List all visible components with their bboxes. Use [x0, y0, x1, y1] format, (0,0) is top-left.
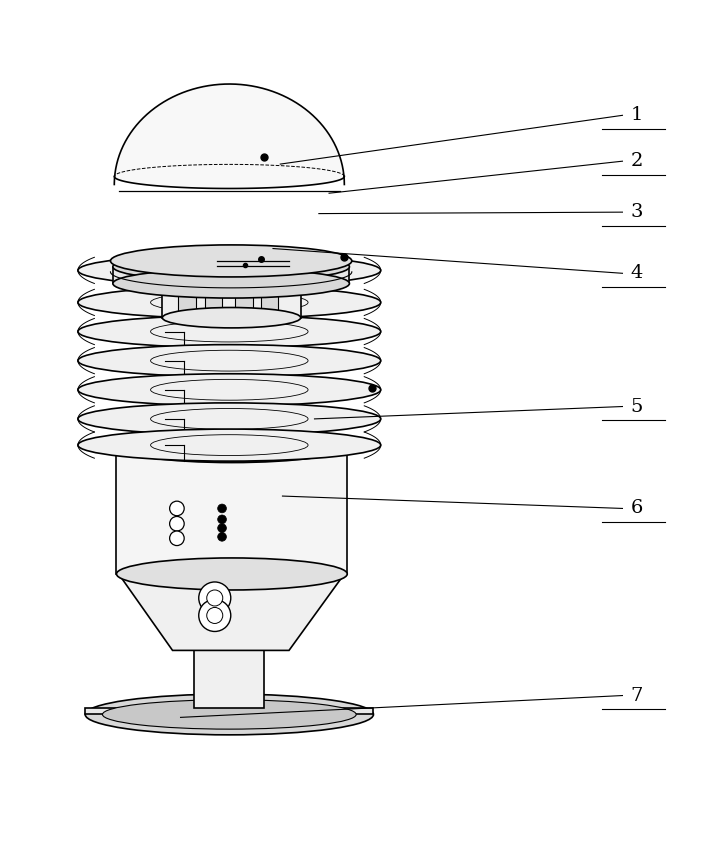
Circle shape [207, 590, 223, 606]
Ellipse shape [116, 558, 347, 590]
Circle shape [170, 517, 184, 531]
Ellipse shape [78, 345, 381, 377]
Ellipse shape [85, 694, 373, 735]
Bar [116, 447, 347, 574]
Ellipse shape [78, 374, 381, 406]
Bar [178, 270, 196, 318]
Polygon shape [114, 84, 344, 188]
Bar [162, 270, 301, 318]
Ellipse shape [78, 286, 381, 319]
Ellipse shape [78, 254, 381, 286]
Ellipse shape [111, 245, 352, 277]
Polygon shape [119, 574, 344, 651]
Text: 3: 3 [630, 203, 644, 221]
Circle shape [170, 531, 184, 545]
Circle shape [170, 501, 184, 516]
Circle shape [218, 515, 226, 524]
Circle shape [218, 524, 226, 532]
Bar [194, 651, 264, 708]
Circle shape [199, 600, 231, 632]
Text: 1: 1 [631, 106, 643, 124]
Circle shape [218, 504, 226, 513]
Text: 5: 5 [631, 397, 643, 416]
Ellipse shape [78, 429, 381, 461]
Bar [261, 270, 278, 318]
Ellipse shape [116, 430, 347, 462]
Ellipse shape [162, 308, 301, 328]
Ellipse shape [162, 260, 301, 281]
Bar [205, 270, 222, 318]
Polygon shape [85, 708, 373, 715]
Ellipse shape [78, 403, 381, 435]
Bar [113, 267, 349, 283]
Bar [194, 254, 267, 461]
Circle shape [199, 582, 231, 614]
Ellipse shape [113, 252, 349, 282]
Ellipse shape [113, 269, 349, 298]
Bar [235, 270, 253, 318]
Ellipse shape [78, 315, 381, 347]
Text: 6: 6 [631, 499, 643, 518]
Circle shape [218, 532, 226, 541]
Circle shape [207, 607, 223, 624]
Ellipse shape [103, 700, 356, 729]
Text: 7: 7 [631, 687, 643, 704]
Text: 2: 2 [631, 152, 643, 170]
Text: 4: 4 [631, 264, 643, 283]
